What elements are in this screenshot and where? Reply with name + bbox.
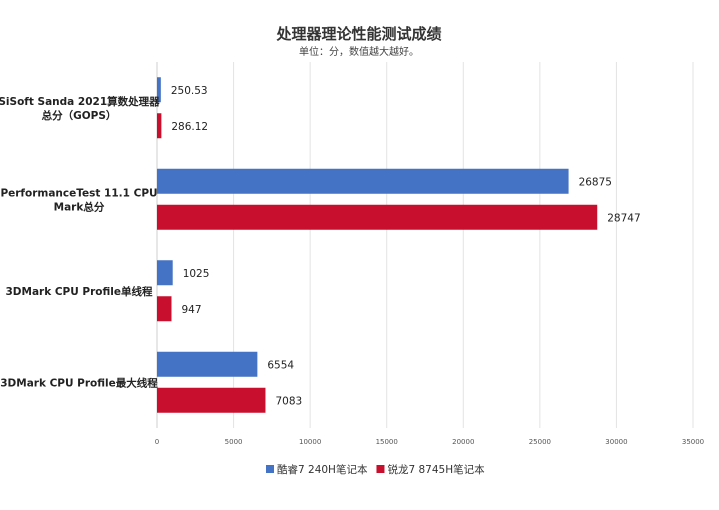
bar-value-label: 26875 <box>579 176 612 188</box>
bar <box>157 387 266 413</box>
x-tick-label: 10000 <box>299 438 321 446</box>
bar-value-label: 7083 <box>275 395 302 407</box>
category-label: PerformanceTest 11.1 CPU <box>0 187 157 199</box>
chart-title: 处理器理论性能测试成绩 <box>275 25 441 43</box>
bar-value-label: 947 <box>182 304 202 316</box>
x-axis-ticks: 0 5000 10000 15000 20000 25000 30000 35000 <box>155 438 704 446</box>
bar <box>157 260 173 286</box>
category-label: 总分（GOPS） <box>42 109 117 122</box>
bar <box>157 204 598 230</box>
data-labels: 250.53 286.12 26875 28747 1025 947 6554 7083 <box>171 85 641 408</box>
x-tick-label: 5000 <box>225 438 243 446</box>
bar-value-label: 1025 <box>183 268 210 280</box>
bar <box>157 296 172 322</box>
legend-label: 锐龙7 8745H笔记本 <box>387 463 485 476</box>
legend-swatch <box>266 465 274 473</box>
legend: 酷睿7 240H笔记本 锐龙7 8745H笔记本 <box>266 463 485 476</box>
x-tick-label: 30000 <box>605 438 627 446</box>
chart-subtitle: 单位：分，数值越大越好。 <box>299 45 419 58</box>
category-label: 3DMark CPU Profile最大线程 <box>0 376 158 389</box>
bar <box>157 168 569 194</box>
bar-value-label: 28747 <box>607 212 640 224</box>
bar <box>157 113 162 139</box>
legend-label: 酷睿7 240H笔记本 <box>277 463 368 476</box>
gridlines <box>156 62 694 428</box>
x-tick-label: 15000 <box>376 438 398 446</box>
x-tick-label: 25000 <box>529 438 551 446</box>
x-tick-label: 20000 <box>452 438 474 446</box>
category-label: Mark总分 <box>54 200 105 213</box>
bar <box>157 351 258 377</box>
bar-value-label: 250.53 <box>171 85 208 97</box>
category-label: 3DMark CPU Profile单线程 <box>5 285 153 298</box>
bar-value-label: 286.12 <box>171 121 208 133</box>
x-tick-label: 35000 <box>682 438 704 446</box>
x-tick-label: 0 <box>155 438 159 446</box>
bars <box>157 77 598 413</box>
legend-swatch <box>376 465 385 473</box>
category-label: SiSoft Sanda 2021算数处理器 <box>0 95 160 108</box>
bar-value-label: 6554 <box>267 359 294 371</box>
bar <box>157 77 161 103</box>
